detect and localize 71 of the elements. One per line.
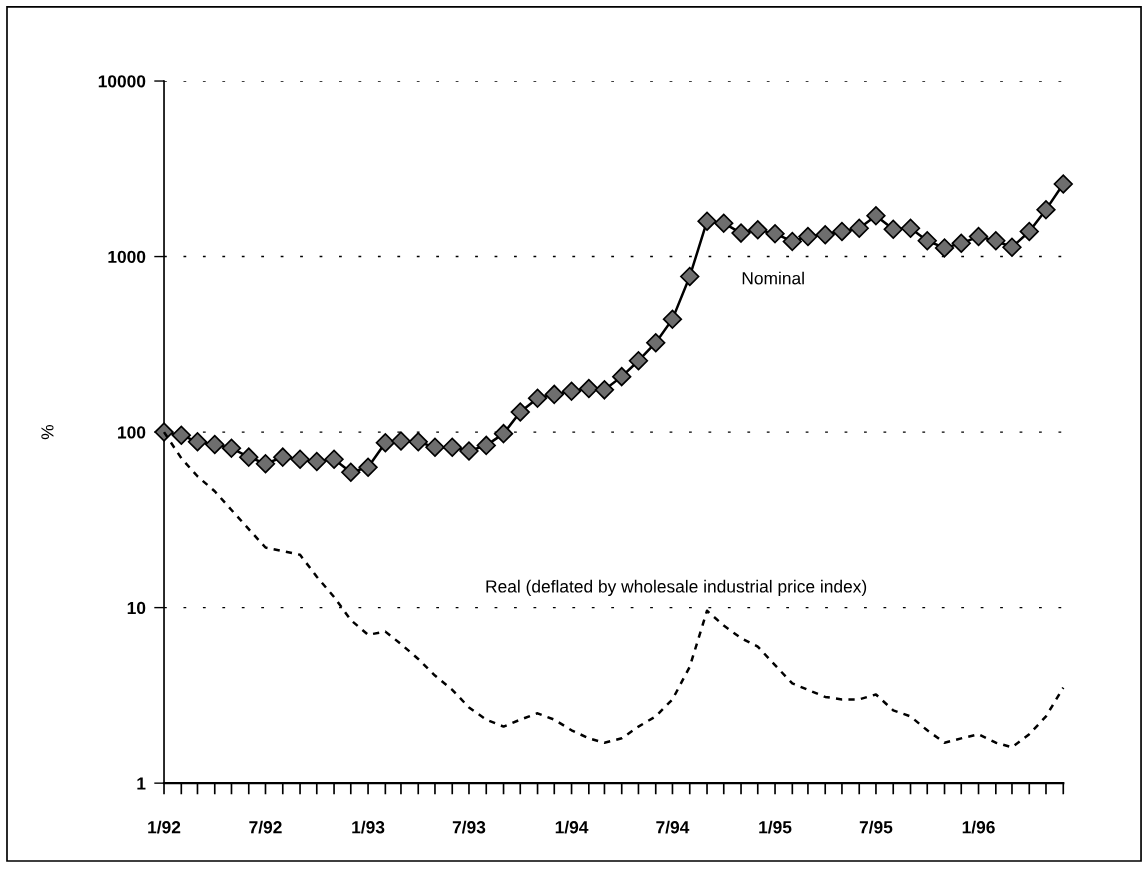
x-tick-label: 1/96 xyxy=(962,820,995,834)
y-tick-label: 10000 xyxy=(98,75,146,88)
point xyxy=(290,449,310,469)
x-tick-label: 1/93 xyxy=(352,820,385,834)
point xyxy=(1019,221,1039,242)
point xyxy=(951,233,971,253)
point xyxy=(341,462,361,482)
point xyxy=(986,231,1006,251)
point xyxy=(646,333,666,353)
y-tick-label: 10 xyxy=(127,601,146,615)
point xyxy=(866,205,886,226)
x-tick-label: 1/95 xyxy=(759,820,792,834)
text: Real (deflated by wholesale industrial price index) xyxy=(486,579,867,597)
point xyxy=(1053,174,1073,194)
point xyxy=(154,422,174,442)
point xyxy=(798,226,818,247)
point xyxy=(375,433,396,453)
point xyxy=(900,218,921,238)
point xyxy=(459,441,479,461)
point xyxy=(697,211,717,231)
point xyxy=(1036,199,1056,220)
point xyxy=(408,432,428,452)
point xyxy=(849,218,869,238)
point xyxy=(358,457,378,477)
point xyxy=(324,449,344,469)
point xyxy=(680,266,700,287)
point xyxy=(934,238,955,258)
point xyxy=(731,223,751,243)
y-tick-label: 1 xyxy=(137,777,146,790)
point xyxy=(391,431,411,451)
x-tick-label: 1/94 xyxy=(555,820,589,834)
x-tick-label: 7/95 xyxy=(859,820,893,834)
point xyxy=(205,434,225,455)
y-tick-label: 1000 xyxy=(108,250,146,264)
point xyxy=(239,447,259,467)
point xyxy=(255,454,276,474)
point xyxy=(782,231,802,252)
point xyxy=(187,432,208,452)
point xyxy=(510,402,530,422)
point xyxy=(527,388,548,408)
point xyxy=(579,378,599,399)
point xyxy=(748,220,768,240)
point xyxy=(968,226,989,247)
point xyxy=(917,231,937,251)
point xyxy=(493,423,514,444)
point xyxy=(883,219,903,239)
point xyxy=(815,225,835,245)
point xyxy=(628,351,649,371)
point xyxy=(594,380,615,400)
x-tick-label: 7/94 xyxy=(656,820,690,834)
point xyxy=(662,309,683,329)
point xyxy=(561,381,582,401)
point xyxy=(476,435,496,456)
x-tick-label: 7/93 xyxy=(452,820,486,834)
y-axis-title: % xyxy=(41,424,54,440)
series-label: Nominal xyxy=(742,271,804,285)
point xyxy=(425,437,445,457)
point xyxy=(1002,237,1022,257)
point xyxy=(273,447,293,467)
point xyxy=(221,438,242,458)
point xyxy=(544,384,564,405)
point xyxy=(714,213,734,233)
point xyxy=(765,224,785,244)
point xyxy=(832,221,852,242)
point xyxy=(442,437,462,457)
point xyxy=(612,366,632,387)
point xyxy=(307,451,327,472)
y-tick-label: 100 xyxy=(118,426,146,439)
x-tick-label: 7/92 xyxy=(249,820,282,834)
point xyxy=(171,425,191,445)
x-tick-label: 1/92 xyxy=(148,820,181,834)
